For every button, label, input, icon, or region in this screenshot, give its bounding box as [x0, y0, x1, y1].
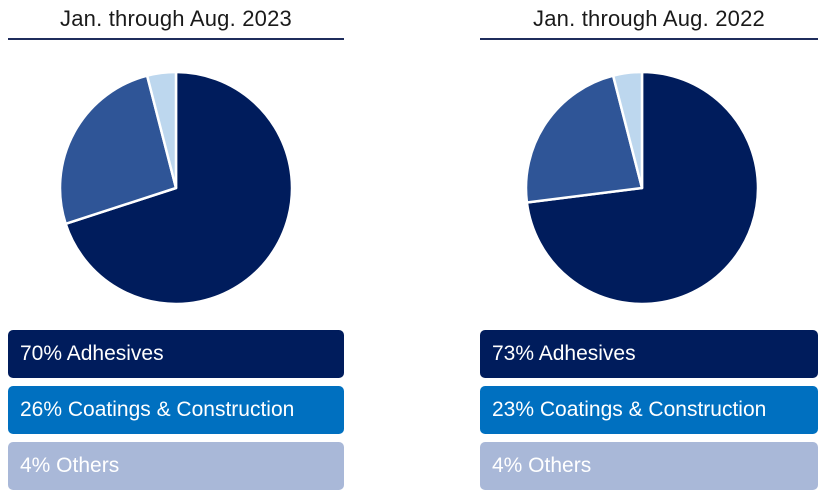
- legend-2022: 73% Adhesives 23% Coatings & Constructio…: [480, 330, 818, 498]
- slice-others: [611, 70, 644, 190]
- slice-adhesives: [64, 70, 294, 306]
- chart-title: Jan. through Aug. 2023: [60, 6, 292, 31]
- slice-others: [145, 70, 178, 190]
- legend-item-coatings-construction: 23% Coatings & Construction: [480, 386, 818, 434]
- title-underline: [480, 38, 818, 40]
- chart-title: Jan. through Aug. 2022: [533, 6, 765, 31]
- legend-item-adhesives: 70% Adhesives: [8, 330, 344, 378]
- slice-coatings-construction: [524, 74, 644, 204]
- legend-2023: 70% Adhesives 26% Coatings & Constructio…: [8, 330, 344, 498]
- pie-chart-2022: [524, 70, 760, 306]
- legend-item-others: 4% Others: [8, 442, 344, 490]
- chart-panel-2023: Jan. through Aug. 2023 70% Adhesives 26%…: [8, 0, 344, 490]
- slice-coatings-construction: [58, 74, 178, 226]
- legend-item-adhesives: 73% Adhesives: [480, 330, 818, 378]
- legend-item-others: 4% Others: [480, 442, 818, 490]
- legend-item-coatings-construction: 26% Coatings & Construction: [8, 386, 344, 434]
- pie-chart-2023: [58, 70, 294, 306]
- chart-panel-2022: Jan. through Aug. 2022 73% Adhesives 23%…: [480, 0, 818, 490]
- title-underline: [8, 38, 344, 40]
